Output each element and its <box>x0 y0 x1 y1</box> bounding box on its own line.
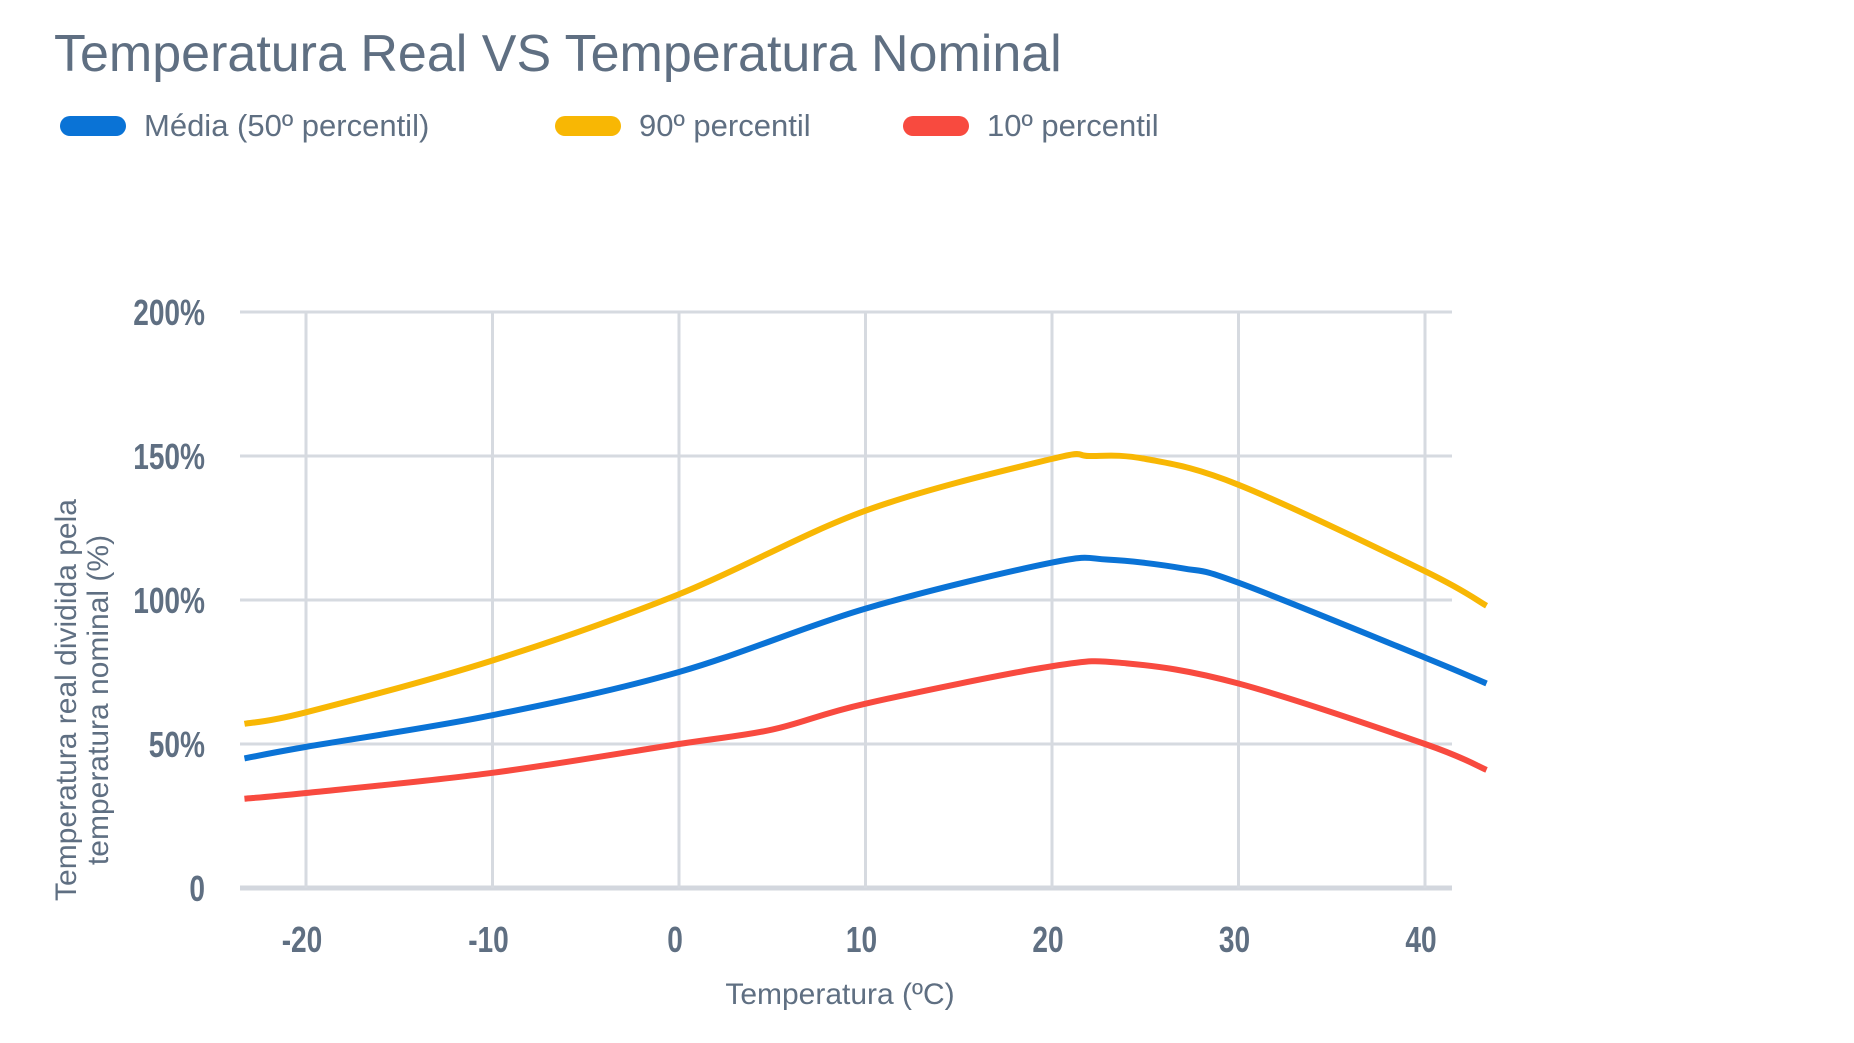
series-line-2 <box>244 658 1488 802</box>
legend-swatch-p90 <box>555 116 621 136</box>
x-tick-label: 10 <box>846 920 877 960</box>
y-tick-label: 100% <box>133 581 205 621</box>
x-tick-label: 0 <box>667 920 683 960</box>
grid <box>240 310 1452 891</box>
y-tick-label: 50% <box>149 725 205 765</box>
x-tick-label: 20 <box>1032 920 1063 960</box>
y-tick-label: 150% <box>133 437 205 477</box>
x-axis-label: Temperatura (ºC) <box>725 978 954 1011</box>
legend-item-p10: 10º percentil <box>903 108 1159 144</box>
y-axis-label-line2: temperatura nominal (%) <box>82 535 115 865</box>
tick-labels: 0 50% 100% 150% 200% -20 -10 0 10 20 30 40 <box>133 293 1436 960</box>
y-tick-label: 200% <box>133 293 205 333</box>
series-line-1 <box>243 450 1489 727</box>
series-line-0 <box>243 554 1488 762</box>
series-lines <box>243 450 1489 802</box>
legend-label-median: Média (50º percentil) <box>144 108 430 143</box>
x-tick-label: -20 <box>282 920 323 960</box>
legend-swatch-p10 <box>903 116 969 136</box>
x-tick-label: 40 <box>1405 920 1436 960</box>
chart-title: Temperatura Real VS Temperatura Nominal <box>54 25 1062 83</box>
legend-item-median: Média (50º percentil) <box>60 108 429 144</box>
legend-swatch-median <box>60 116 126 136</box>
legend-label-p90: 90º percentil <box>639 108 811 143</box>
x-tick-label: 30 <box>1219 920 1250 960</box>
y-tick-label: 0 <box>189 869 205 909</box>
x-tick-label: -10 <box>468 920 509 960</box>
legend-label-p10: 10º percentil <box>987 108 1159 143</box>
legend-item-p90: 90º percentil <box>555 108 811 144</box>
y-axis-label: Temperatura real dividida pela temperatu… <box>50 499 115 901</box>
y-axis-label-line1: Temperatura real dividida pela <box>50 499 83 901</box>
